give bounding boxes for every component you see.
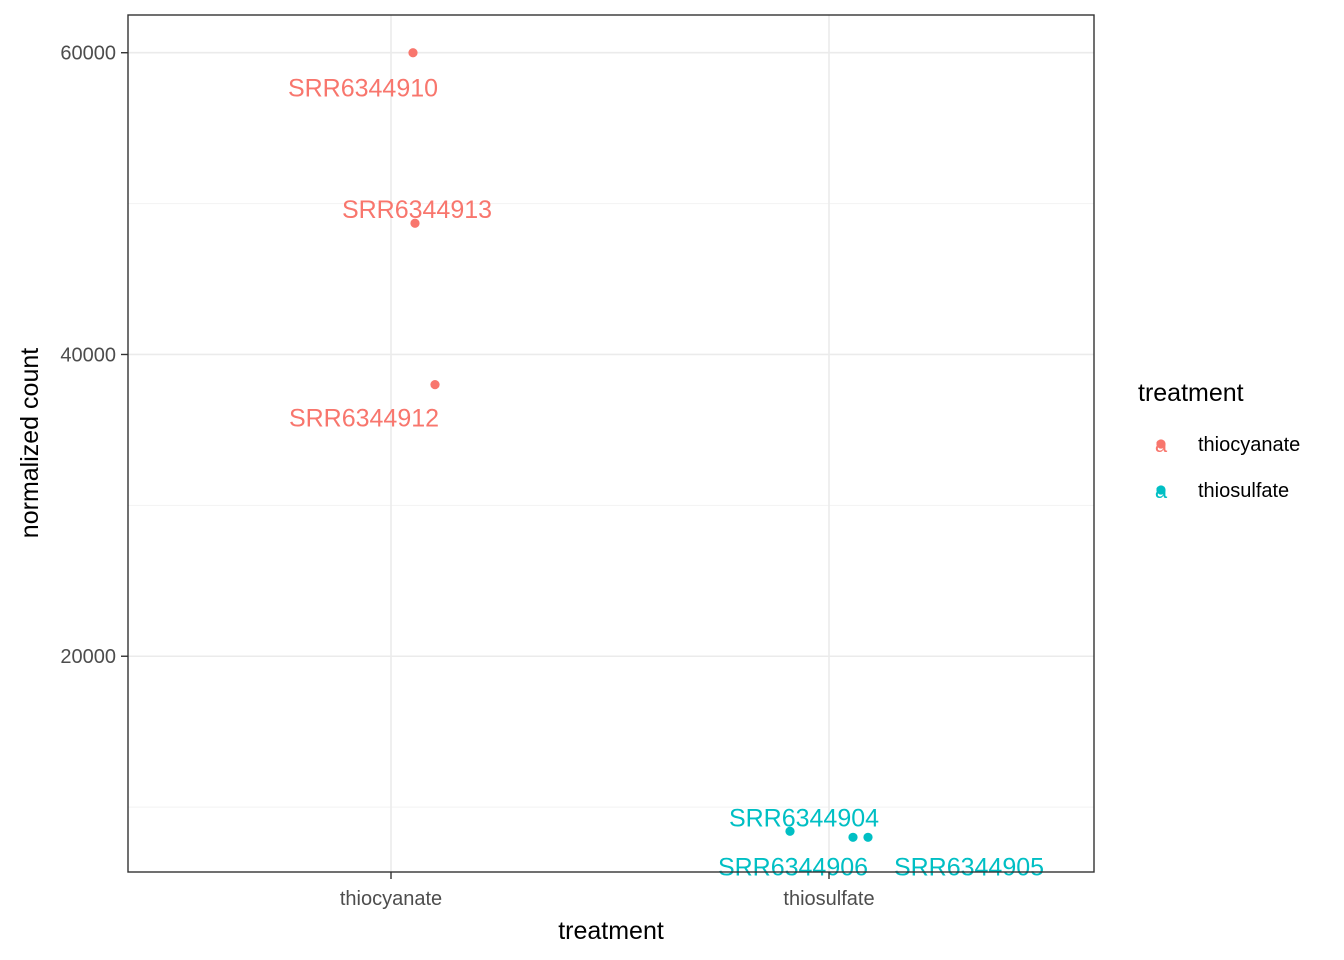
legend: treatment athiocyanateathiosulfate: [1138, 379, 1300, 503]
point-labels: SRR6344910 SRR6344913 SRR6344912 SRR6344904…: [288, 75, 1044, 882]
y-tick-label: 20000: [60, 646, 116, 668]
y-axis-title: normalized count: [16, 348, 44, 538]
data-point: [410, 218, 420, 228]
point-label: SRR6344904: [729, 804, 879, 832]
x-tick-label: thiosulfate: [783, 888, 874, 910]
legend-title: treatment: [1138, 379, 1244, 407]
y-tick-label: 60000: [60, 43, 116, 65]
axes: 20000 40000 60000 thiocyanate thiosulfate: [60, 43, 874, 910]
data-point: [785, 826, 795, 836]
legend-label: thiocyanate: [1198, 434, 1300, 456]
legend-key-point: [1156, 485, 1166, 495]
point-label: SRR6344906: [718, 853, 868, 881]
y-tick-label: 40000: [60, 344, 116, 366]
grid: [128, 15, 1094, 872]
x-axis-title: treatment: [558, 917, 664, 945]
legend-key-point: [1156, 439, 1166, 449]
data-point: [848, 832, 858, 842]
data-point: [430, 380, 440, 390]
legend-label: thiosulfate: [1198, 480, 1289, 502]
point-label: SRR6344912: [289, 405, 439, 433]
data-point: [863, 832, 873, 842]
point-label: SRR6344910: [288, 75, 438, 103]
data-points: [408, 48, 873, 842]
x-tick-label: thiocyanate: [340, 888, 442, 910]
point-label: SRR6344913: [342, 196, 492, 224]
plot-panel-border: [127, 14, 1095, 873]
data-point: [408, 48, 418, 58]
point-label: SRR6344905: [894, 853, 1044, 881]
